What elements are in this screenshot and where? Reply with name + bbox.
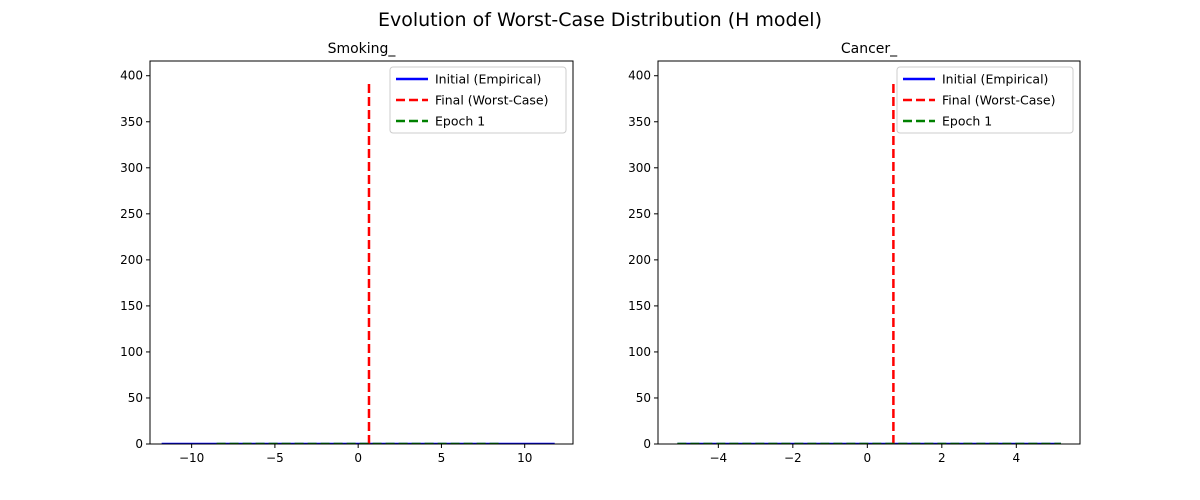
y-tick-label: 100	[120, 345, 143, 359]
panel-title: Cancer_	[841, 41, 898, 57]
x-tick-label: 10	[517, 451, 532, 465]
y-tick-label: 400	[120, 69, 143, 83]
x-tick-label: −5	[266, 451, 284, 465]
y-tick-label: 0	[643, 437, 651, 451]
y-tick-label: 200	[120, 253, 143, 267]
y-tick-label: 200	[628, 253, 651, 267]
series-group	[677, 80, 1061, 444]
legend-box	[896, 66, 1074, 134]
figure-suptitle: Evolution of Worst-Case Distribution (H …	[378, 9, 822, 31]
axes-frame	[657, 60, 1081, 445]
y-tick-label: 350	[120, 115, 143, 129]
legend-label-2: Final (Worst-Case)	[942, 93, 1055, 108]
series-group	[161, 80, 555, 444]
x-tick-label: 0	[354, 451, 362, 465]
x-tick-label: 5	[438, 451, 446, 465]
x-tick-label: 4	[1012, 451, 1020, 465]
x-tick-label: −2	[784, 451, 802, 465]
y-tick-label: 250	[628, 207, 651, 221]
y-tick-label: 400	[628, 69, 651, 83]
legend: Initial (Empirical) Final (Worst-Case) Epo…	[389, 66, 567, 134]
axes-frame	[149, 60, 574, 445]
y-tick-label: 300	[120, 161, 143, 175]
y-tick-label: 350	[628, 115, 651, 129]
chart-panel-2: −4 −2 0 2 4 0 50 100 150 200 250 300 350 400 Cancer_ In…	[628, 41, 1081, 465]
y-tick-label: 100	[628, 345, 651, 359]
y-tick-label: 0	[135, 437, 143, 451]
y-tick-label: 150	[628, 299, 651, 313]
y-tick-label: 50	[128, 391, 143, 405]
legend-box	[389, 66, 567, 134]
panel-title: Smoking_	[328, 41, 397, 57]
legend-label-2: Final (Worst-Case)	[435, 93, 548, 108]
legend-label-3: Epoch 1	[942, 114, 992, 129]
x-tick-label: −10	[179, 451, 204, 465]
legend: Initial (Empirical) Final (Worst-Case) Epo…	[896, 66, 1074, 134]
legend-label-3: Epoch 1	[435, 114, 485, 129]
y-tick-label: 250	[120, 207, 143, 221]
y-tick-label: 150	[120, 299, 143, 313]
legend-label-1: Initial (Empirical)	[435, 72, 541, 87]
x-tick-label: 2	[938, 451, 946, 465]
x-tick-label: 0	[864, 451, 872, 465]
legend-label-1: Initial (Empirical)	[942, 72, 1048, 87]
x-tick-label: −4	[709, 451, 727, 465]
chart-panels: −10 −5 0 5 10050100150200250300350400Smoking…	[120, 41, 1081, 465]
y-tick-label: 300	[628, 161, 651, 175]
y-tick-label: 50	[636, 391, 651, 405]
chart-panel-1: −10 −5 0 5 10050100150200250300350400Smoking…	[120, 41, 574, 465]
